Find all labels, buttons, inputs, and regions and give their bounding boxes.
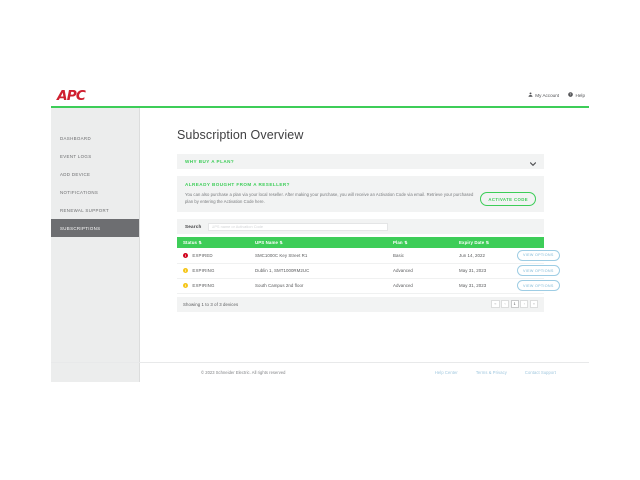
sort-arrows-icon: ⇅ bbox=[485, 239, 490, 245]
view-options-button[interactable]: VIEW OPTIONS bbox=[517, 265, 560, 277]
pagination-last-button[interactable]: » bbox=[529, 300, 538, 309]
column-header-expiry-date[interactable]: Expiry Date ⇅ bbox=[453, 237, 544, 249]
sidebar-item-label: EVENT LOGS bbox=[60, 153, 92, 159]
page-title: Subscription Overview bbox=[177, 128, 304, 142]
table-header-row: Status ⇅ UPS Name ⇅ Plan ⇅ Expiry Date ⇅ bbox=[177, 237, 544, 249]
help-label: Help bbox=[575, 93, 585, 98]
main-content: Subscription Overview WHY BUY A PLAN? AL… bbox=[140, 108, 589, 382]
table-row: ! EXPIRING South Campus 2nd floor Advanc… bbox=[177, 278, 560, 294]
reseller-panel-title: ALREADY BOUGHT FROM A RESELLER? bbox=[185, 182, 290, 187]
my-account-label: My Account bbox=[535, 93, 560, 98]
reseller-panel: ALREADY BOUGHT FROM A RESELLER? You can … bbox=[177, 176, 544, 213]
pagination-first-button[interactable]: « bbox=[491, 300, 500, 309]
view-options-button[interactable]: VIEW OPTIONS bbox=[517, 249, 560, 262]
warning-circle-icon: ! bbox=[183, 267, 189, 274]
cell-status: ! EXPIRED bbox=[177, 248, 249, 264]
footer-link-contact-support[interactable]: Contact Support bbox=[524, 370, 556, 375]
reseller-panel-body: You can also purchase a plan via your lo… bbox=[185, 192, 474, 204]
help-button[interactable]: ? Help bbox=[568, 92, 585, 100]
header-actions: My Account ? Help bbox=[528, 92, 585, 100]
cell-ups-name: Dublin 1, SMT1000RM2UC bbox=[249, 263, 387, 279]
svg-text:?: ? bbox=[570, 93, 572, 97]
pagination-page-1-button[interactable]: 1 bbox=[510, 300, 519, 309]
search-label: Search bbox=[185, 224, 202, 230]
alert-circle-icon: ! bbox=[183, 252, 189, 259]
sidebar-item-label: SUBSCRIPTIONS bbox=[60, 225, 101, 231]
column-label: Plan bbox=[393, 240, 403, 246]
sidebar-item-label: RENEWAL SUPPORT bbox=[60, 207, 110, 213]
cell-expiry-date: Jun 14, 2022 bbox=[453, 248, 511, 264]
sort-arrows-icon: ⇅ bbox=[279, 239, 283, 245]
cell-expiry-date: May 31, 2023 bbox=[453, 263, 511, 279]
subscriptions-table: Status ⇅ UPS Name ⇅ Plan ⇅ Expiry Date ⇅ bbox=[177, 237, 560, 294]
sidebar-item-event-logs[interactable]: EVENT LOGS bbox=[51, 147, 139, 165]
activate-code-button[interactable]: ACTIVATE CODE bbox=[480, 192, 536, 206]
pagination-prev-button[interactable]: ‹ bbox=[501, 300, 510, 309]
cell-status: ! EXPIRING bbox=[177, 263, 249, 279]
copyright-text: © 2023 Schneider Electric. All rights re… bbox=[201, 370, 286, 375]
person-icon bbox=[528, 92, 533, 100]
cell-expiry-date: May 31, 2023 bbox=[453, 278, 511, 294]
sidebar-item-renewal-support[interactable]: RENEWAL SUPPORT bbox=[51, 201, 139, 219]
column-label: UPS Name bbox=[255, 240, 279, 246]
why-buy-a-plan-label: WHY BUY A PLAN? bbox=[185, 159, 235, 164]
sidebar-item-notifications[interactable]: NOTIFICATIONS bbox=[51, 183, 139, 201]
apc-logo[interactable]: APC bbox=[57, 89, 86, 104]
status-badge: EXPIRING bbox=[192, 268, 215, 274]
top-header-bar: APC My Account ? Help bbox=[51, 88, 589, 108]
footer-links: Help Center Terms & Privacy Contact Supp… bbox=[435, 370, 556, 375]
cell-action: VIEW OPTIONS bbox=[511, 248, 560, 264]
table-body: ! EXPIRED SMC1000C Key Street R1 Basic J… bbox=[177, 248, 560, 294]
sort-arrows-icon: ⇅ bbox=[404, 239, 408, 245]
view-options-button[interactable]: VIEW OPTIONS bbox=[517, 280, 560, 292]
warning-circle-icon: ! bbox=[183, 282, 189, 289]
cell-ups-name: SMC1000C Key Street R1 bbox=[249, 248, 387, 264]
cell-plan: Advanced bbox=[387, 278, 453, 294]
page-footer: © 2023 Schneider Electric. All rights re… bbox=[51, 362, 589, 382]
column-label: Expiry Date bbox=[459, 240, 485, 246]
footer-link-help-center[interactable]: Help Center bbox=[434, 370, 458, 375]
app-body: DASHBOARD EVENT LOGS ADD DEVICE NOTIFICA… bbox=[51, 108, 589, 382]
sidebar-item-dashboard[interactable]: DASHBOARD bbox=[51, 129, 139, 147]
search-bar: Search bbox=[177, 219, 544, 235]
table-footer: Showing 1 to 3 of 3 devices « ‹ 1 › » bbox=[177, 296, 544, 312]
my-account-button[interactable]: My Account bbox=[528, 92, 559, 100]
sidebar-navigation: DASHBOARD EVENT LOGS ADD DEVICE NOTIFICA… bbox=[51, 108, 140, 382]
cell-plan: Basic bbox=[387, 248, 453, 264]
pagination-next-button[interactable]: › bbox=[520, 300, 529, 309]
column-label: Status bbox=[183, 240, 198, 246]
status-badge: EXPIRED bbox=[192, 252, 213, 258]
sort-arrows-icon: ⇅ bbox=[198, 239, 202, 245]
cell-plan: Advanced bbox=[387, 263, 453, 279]
content-panels: WHY BUY A PLAN? ALREADY BOUGHT FROM A RE… bbox=[177, 154, 560, 312]
pagination: « ‹ 1 › » bbox=[491, 300, 538, 309]
application-window: APC My Account ? Help DASHBOARD bbox=[51, 88, 589, 382]
sidebar-item-subscriptions[interactable]: SUBSCRIPTIONS bbox=[51, 219, 139, 237]
sidebar-item-add-device[interactable]: ADD DEVICE bbox=[51, 165, 139, 183]
cell-action: VIEW OPTIONS bbox=[511, 278, 560, 294]
column-header-status[interactable]: Status ⇅ bbox=[177, 237, 249, 249]
cell-action: VIEW OPTIONS bbox=[511, 263, 560, 279]
sidebar-item-label: NOTIFICATIONS bbox=[60, 189, 99, 195]
table-row: ! EXPIRED SMC1000C Key Street R1 Basic J… bbox=[177, 248, 560, 264]
status-badge: EXPIRING bbox=[192, 283, 215, 289]
sidebar-item-label: DASHBOARD bbox=[60, 135, 91, 141]
showing-count-text: Showing 1 to 3 of 3 devices bbox=[183, 301, 239, 307]
table-header: Status ⇅ UPS Name ⇅ Plan ⇅ Expiry Date ⇅ bbox=[177, 237, 544, 249]
cell-ups-name: South Campus 2nd floor bbox=[249, 278, 387, 294]
footer-link-terms-privacy[interactable]: Terms & Privacy bbox=[475, 370, 507, 375]
chevron-down-icon[interactable] bbox=[529, 153, 537, 171]
table-row: ! EXPIRING Dublin 1, SMT1000RM2UC Advanc… bbox=[177, 263, 560, 279]
sidebar-item-label: ADD DEVICE bbox=[60, 171, 91, 177]
why-buy-a-plan-accordion[interactable]: WHY BUY A PLAN? bbox=[177, 154, 544, 169]
help-circle-icon: ? bbox=[568, 92, 573, 100]
column-header-ups-name[interactable]: UPS Name ⇅ bbox=[249, 237, 387, 249]
cell-status: ! EXPIRING bbox=[177, 278, 249, 294]
search-input[interactable] bbox=[207, 222, 388, 231]
column-header-plan[interactable]: Plan ⇅ bbox=[387, 237, 453, 249]
